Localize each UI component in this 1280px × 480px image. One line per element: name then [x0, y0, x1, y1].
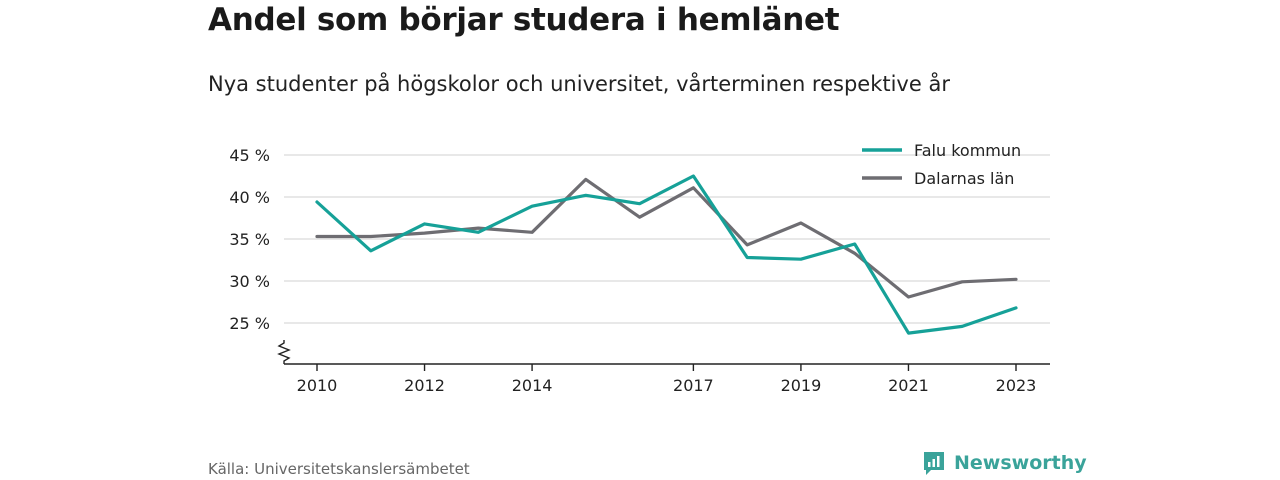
y-tick-label: 30 % — [229, 272, 270, 291]
brand-name: Newsworthy — [954, 452, 1087, 474]
x-tick-label: 2023 — [996, 376, 1037, 395]
bar-chart-logo-icon — [924, 452, 944, 475]
axis-break-icon — [277, 340, 291, 364]
series-line-falu-kommun — [315, 174, 1018, 335]
source-note: Källa: Universitetskanslersämbetet — [208, 460, 470, 478]
line-chart: 25 % 30 % 35 % 40 % 45 % 2010 2012 2014 2017 2019… — [229, 141, 1050, 395]
x-tick-label: 2017 — [673, 376, 714, 395]
legend-label: Falu kommun — [914, 141, 1021, 160]
x-tick-label: 2010 — [297, 376, 338, 395]
newsworthy-brand: Newsworthy — [922, 450, 1087, 476]
y-tick-label: 25 % — [229, 314, 270, 333]
x-tick-label: 2014 — [512, 376, 553, 395]
y-tick-label: 45 % — [229, 146, 270, 165]
chart-subtitle: Nya studenter på högskolor och universit… — [208, 72, 950, 96]
legend-label: Dalarnas län — [914, 169, 1014, 188]
y-tick-label: 35 % — [229, 230, 270, 249]
series-line-dalarnas-län — [315, 177, 1018, 299]
y-tick-label: 40 % — [229, 188, 270, 207]
chart-title: Andel som börjar studera i hemlänet — [208, 2, 840, 38]
x-tick-label: 2012 — [404, 376, 445, 395]
x-tick-label: 2021 — [888, 376, 929, 395]
x-tick-label: 2019 — [781, 376, 822, 395]
